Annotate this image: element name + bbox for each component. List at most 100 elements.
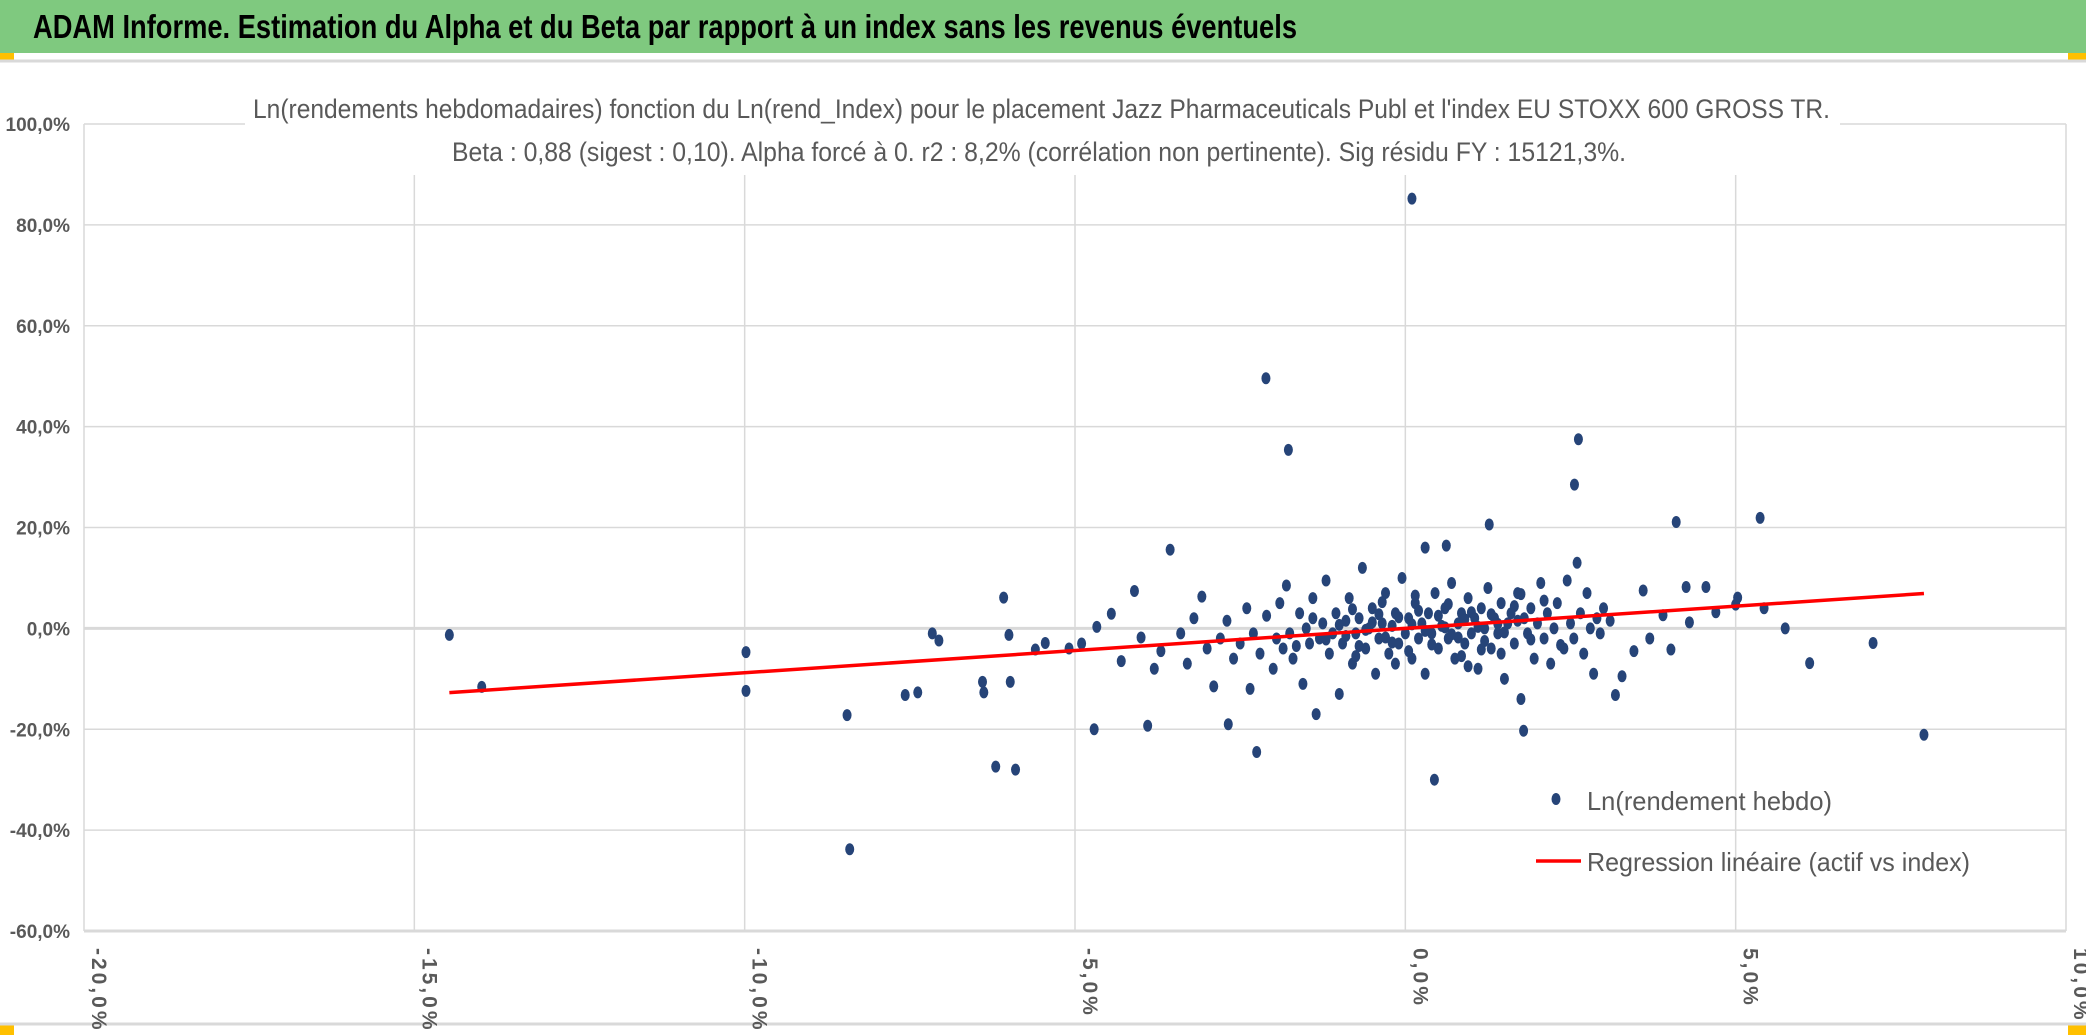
data-point [1573,433,1583,446]
data-point [1077,637,1087,650]
data-point [1384,647,1394,660]
data-point [1344,592,1354,605]
data-point [1546,657,1556,670]
data-point [1321,633,1331,646]
data-point [1089,723,1099,736]
data-point [1476,643,1486,656]
data-point [1701,581,1711,594]
data-point [1288,652,1298,665]
data-point [1441,539,1451,552]
y-tick-label: -40,0% [10,821,70,842]
data-point [1367,602,1377,615]
chart-title: Ln(rendements hebdomadaires) fonction du… [253,94,1830,124]
data-point [1429,773,1439,786]
legend-item-regression[interactable]: Regression linéaire (actif vs index) [1536,847,1970,877]
y-tick-label: -20,0% [10,720,70,741]
data-point [1423,607,1433,620]
data-point [1182,657,1192,670]
data-point [1400,627,1410,640]
chart-subtitle: Beta : 0,88 (sigest : 0,10). Alpha forcé… [452,137,1626,167]
data-point [1351,650,1361,663]
data-point [1466,627,1476,640]
data-point [1136,631,1146,644]
data-point [1311,708,1321,721]
data-point [1092,620,1102,633]
data-point [1496,647,1506,660]
data-point [1334,618,1344,631]
x-tick-label: -10,0% [748,948,771,1033]
data-point [1374,608,1384,621]
selection-handle[interactable] [0,53,14,62]
data-point [1011,763,1021,776]
data-point [1268,662,1278,675]
data-point [1447,576,1457,589]
data-point [1005,675,1015,688]
data-point [1390,657,1400,670]
data-point [1493,627,1503,640]
data-point [1484,518,1494,531]
data-point [1331,607,1341,620]
y-tick-label: 60,0% [16,317,70,338]
data-point [1209,680,1219,693]
data-point [1357,561,1367,574]
data-point [1466,606,1476,619]
data-point [1610,688,1620,701]
data-point [999,591,1009,604]
data-point [1684,616,1694,629]
data-point [1516,588,1526,601]
data-point [1305,637,1315,650]
data-point [1407,192,1417,205]
data-point [1582,587,1592,600]
data-point [1509,637,1519,650]
data-point [1156,645,1166,658]
selection-handle[interactable] [2068,1025,2086,1035]
data-point [1262,609,1272,622]
legend-label-regression: Regression linéaire (actif vs index) [1587,847,1970,877]
regression-line [449,591,1925,695]
selection-handle[interactable] [0,1025,14,1035]
data-point [1283,443,1293,456]
data-point [1301,622,1311,635]
data-point [1671,515,1681,528]
title-background [245,85,1840,175]
data-point [1443,598,1453,611]
x-tick-label: 5,0% [1739,948,1762,1008]
data-point [1291,640,1301,653]
x-tick-label: 10,0% [2069,948,2086,1023]
data-point [1106,607,1116,620]
data-point [1414,632,1424,645]
data-point [1585,622,1595,635]
data-point [991,760,1001,773]
data-point [1222,614,1232,627]
data-point [1868,637,1878,650]
data-point [1387,636,1397,649]
data-point [1629,645,1639,658]
data-point [1321,574,1331,587]
data-point [1414,604,1424,617]
data-point [1427,638,1437,651]
data-point [1149,662,1159,675]
data-point [1599,602,1609,615]
data-point [1605,614,1615,627]
data-point [1295,607,1305,620]
data-point [1245,682,1255,695]
legend: Ln(rendement hebdo) Regression linéaire … [1536,786,1970,877]
legend-item-points[interactable]: Ln(rendement hebdo) [1551,786,1833,816]
data-point [1223,718,1233,731]
data-point [1539,594,1549,607]
data-point [1252,745,1262,758]
data-point [1394,611,1404,624]
data-point [1394,637,1404,650]
data-point [1143,719,1153,732]
y-tick-label: 0,0% [27,619,70,640]
data-point [1374,632,1384,645]
data-point [1755,511,1765,524]
data-point [842,709,852,722]
scatter-points [444,192,1929,856]
data-point [1483,582,1493,595]
data-point [1410,589,1420,602]
selection-handle[interactable] [2068,53,2086,62]
data-point [1377,617,1387,630]
data-point [1255,647,1265,660]
